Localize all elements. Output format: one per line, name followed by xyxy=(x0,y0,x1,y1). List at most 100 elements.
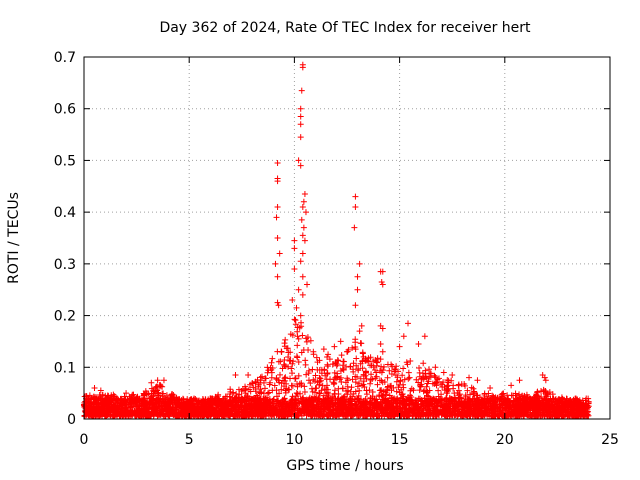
data-point xyxy=(397,394,404,401)
data-point xyxy=(377,356,384,363)
data-point xyxy=(542,377,549,384)
x-axis-label: GPS time / hours xyxy=(286,458,403,474)
data-point xyxy=(377,341,384,348)
data-point xyxy=(298,87,305,94)
data-point xyxy=(346,407,353,414)
data-point xyxy=(373,362,380,369)
data-point xyxy=(367,354,374,361)
data-point xyxy=(481,404,488,411)
x-tick-label: 10 xyxy=(285,432,303,448)
data-point xyxy=(152,384,159,391)
data-point xyxy=(102,413,109,420)
data-point xyxy=(405,320,412,327)
data-point xyxy=(268,374,275,381)
data-point xyxy=(429,412,436,419)
data-point xyxy=(471,399,478,406)
data-point xyxy=(297,134,304,141)
data-point xyxy=(460,403,467,410)
data-point xyxy=(300,198,307,205)
data-points xyxy=(81,61,592,420)
data-point xyxy=(278,412,285,419)
data-point xyxy=(217,401,224,408)
data-point xyxy=(270,409,277,416)
data-point xyxy=(163,392,170,399)
data-point xyxy=(399,401,406,408)
data-point xyxy=(268,412,275,419)
data-point xyxy=(445,377,452,384)
data-point xyxy=(358,322,365,329)
data-point xyxy=(218,413,225,420)
data-point xyxy=(294,391,301,398)
data-point xyxy=(333,375,340,382)
data-point xyxy=(276,371,283,378)
data-point xyxy=(402,397,409,404)
data-point xyxy=(245,400,252,407)
data-point xyxy=(312,372,319,379)
data-point xyxy=(562,412,569,419)
data-point xyxy=(390,384,397,391)
data-point xyxy=(240,397,247,404)
data-point xyxy=(275,402,282,409)
data-point xyxy=(550,408,557,415)
data-point xyxy=(104,406,111,413)
data-point xyxy=(354,383,361,390)
data-point xyxy=(396,343,403,350)
data-point xyxy=(252,400,259,407)
data-point xyxy=(295,399,302,406)
data-point xyxy=(455,382,462,389)
x-tick-label: 25 xyxy=(601,432,619,448)
data-point xyxy=(335,410,342,417)
data-point xyxy=(289,332,296,339)
data-point xyxy=(359,349,366,356)
data-point xyxy=(253,407,260,414)
data-point xyxy=(321,366,328,373)
data-point xyxy=(451,396,458,403)
data-point xyxy=(204,413,211,420)
data-point xyxy=(370,412,377,419)
data-point xyxy=(246,412,253,419)
data-point xyxy=(160,377,167,384)
data-point xyxy=(425,393,432,400)
data-point xyxy=(177,411,184,418)
data-point xyxy=(311,378,318,385)
data-point xyxy=(324,369,331,376)
data-point xyxy=(367,376,374,383)
data-point xyxy=(203,406,210,413)
data-point xyxy=(360,378,367,385)
data-point xyxy=(340,394,347,401)
data-point xyxy=(512,403,519,410)
data-point xyxy=(374,412,381,419)
data-point xyxy=(444,390,451,397)
data-point xyxy=(332,360,339,367)
data-point xyxy=(419,400,426,407)
y-tick-label: 0.3 xyxy=(54,257,76,273)
data-point xyxy=(274,178,281,185)
data-point xyxy=(472,406,479,413)
data-point xyxy=(195,413,202,420)
data-point xyxy=(349,344,356,351)
data-point xyxy=(120,397,127,404)
data-point xyxy=(266,381,273,388)
data-point xyxy=(348,384,355,391)
data-point xyxy=(378,278,385,285)
y-tick-label: 0.4 xyxy=(54,205,76,221)
data-point xyxy=(120,412,127,419)
data-point xyxy=(85,403,92,410)
data-point xyxy=(543,407,550,414)
data-point xyxy=(289,360,296,367)
data-point xyxy=(282,374,289,381)
data-point xyxy=(324,405,331,412)
data-point xyxy=(275,302,282,309)
data-point xyxy=(212,397,219,404)
data-point xyxy=(169,410,176,417)
data-point xyxy=(301,383,308,390)
data-point xyxy=(351,224,358,231)
data-point xyxy=(454,412,461,419)
data-point xyxy=(360,353,367,360)
data-point xyxy=(295,372,302,379)
data-point xyxy=(440,401,447,408)
data-point xyxy=(366,387,373,394)
data-point xyxy=(423,383,430,390)
data-point xyxy=(353,405,360,412)
data-point xyxy=(108,392,115,399)
